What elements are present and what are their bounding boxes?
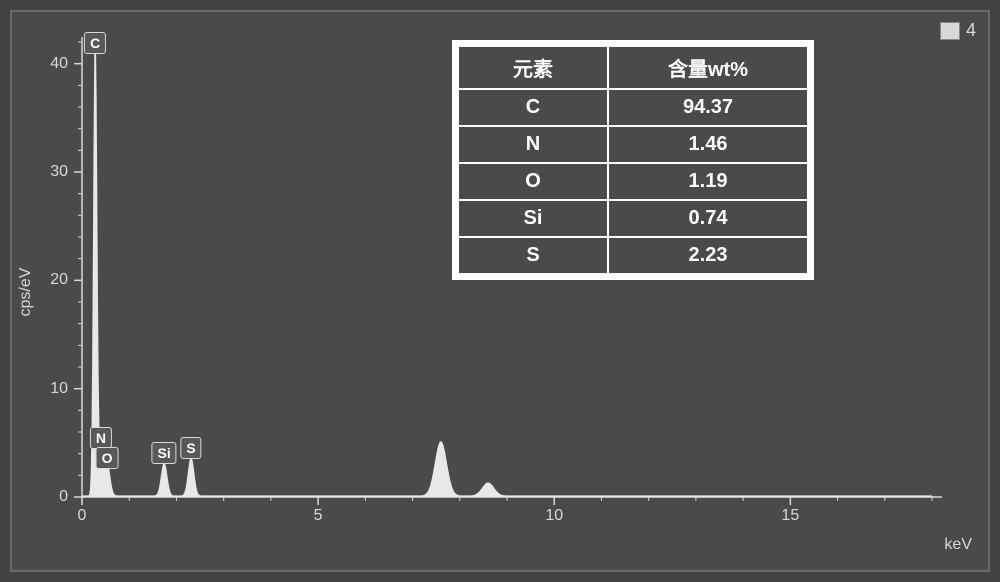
y-axis-label: cps/eV [17, 268, 35, 317]
eds-spectrum-panel: 4 cps/eV keV 010203040 051015 CNOSiS 元素 … [10, 10, 990, 572]
y-tick-label: 40 [42, 55, 68, 73]
table-row: S 2.23 [458, 237, 808, 274]
y-tick-label: 10 [42, 380, 68, 398]
y-tick-label: 20 [42, 271, 68, 289]
peak-label-s: S [180, 437, 201, 459]
th-wt: 含量wt% [608, 46, 808, 89]
y-tick-label: 30 [42, 163, 68, 181]
table-header-row: 元素 含量wt% [458, 46, 808, 89]
table-row: N 1.46 [458, 126, 808, 163]
peak-label-c: C [84, 32, 106, 54]
cell-wt: 1.46 [608, 126, 808, 163]
peak-label-si: Si [152, 442, 177, 464]
cell-element: O [458, 163, 608, 200]
x-axis-label: keV [944, 536, 972, 554]
cell-wt: 0.74 [608, 200, 808, 237]
cell-element: S [458, 237, 608, 274]
x-tick-label: 5 [314, 507, 323, 525]
y-tick-label: 0 [42, 488, 68, 506]
table-row: C 94.37 [458, 89, 808, 126]
cell-wt: 2.23 [608, 237, 808, 274]
th-element: 元素 [458, 46, 608, 89]
cell-element: Si [458, 200, 608, 237]
x-tick-label: 15 [781, 507, 799, 525]
table-row: Si 0.74 [458, 200, 808, 237]
x-tick-label: 10 [545, 507, 563, 525]
table-row: O 1.19 [458, 163, 808, 200]
cell-wt: 94.37 [608, 89, 808, 126]
cell-element: N [458, 126, 608, 163]
peak-label-n: N [90, 427, 112, 449]
cell-wt: 1.19 [608, 163, 808, 200]
peak-label-o: O [96, 447, 119, 469]
table: 元素 含量wt% C 94.37 N 1.46 O 1.19 Si 0.74 S… [457, 45, 809, 275]
x-tick-label: 0 [78, 507, 87, 525]
composition-table: 元素 含量wt% C 94.37 N 1.46 O 1.19 Si 0.74 S… [452, 40, 814, 280]
cell-element: C [458, 89, 608, 126]
